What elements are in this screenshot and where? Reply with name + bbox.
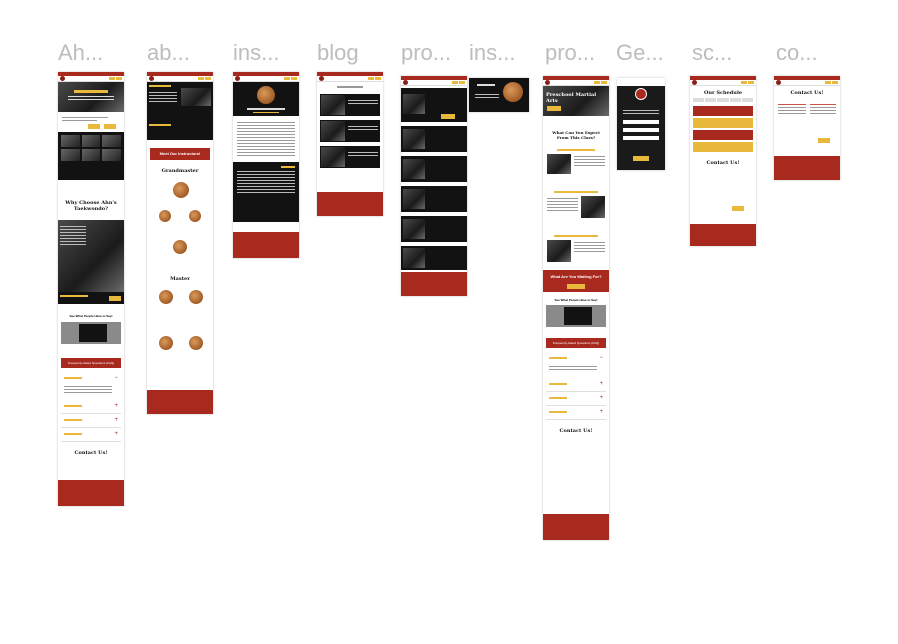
program-card[interactable]	[401, 126, 467, 152]
why-choose-heading: Why Choose Ahn's Taekwondo?	[65, 200, 117, 212]
faq-list: − + + +	[543, 348, 609, 424]
instructor-photo[interactable]	[173, 182, 189, 198]
site-footer	[690, 224, 756, 246]
faq-item[interactable]: +	[61, 400, 121, 414]
submit-button[interactable]	[633, 156, 649, 161]
site-footer	[58, 480, 124, 506]
frame-label-about[interactable]: ab...	[147, 40, 190, 65]
name-field[interactable]	[623, 120, 659, 124]
contact-heading: Contact Us!	[706, 160, 740, 166]
expect-section	[543, 149, 609, 262]
faq-item-open[interactable]: −	[61, 372, 121, 400]
waiting-cta: What Are You Waiting For?	[543, 270, 609, 292]
faq-item[interactable]: +	[546, 406, 606, 420]
faq-banner: Frequently Asked Questions (FAQ)	[61, 358, 121, 368]
frame-preschool[interactable]: Preschool Martial Arts What Can You Expe…	[543, 76, 609, 540]
faq-list: − + + +	[58, 368, 124, 446]
faq-item[interactable]: +	[61, 414, 121, 428]
program-card[interactable]	[401, 156, 467, 182]
program-card[interactable]	[401, 216, 467, 242]
frame-programs[interactable]	[401, 76, 467, 296]
frame-about[interactable]: Meet Our Instructors! Grandmaster Master	[147, 72, 213, 414]
faq-item-open[interactable]: −	[546, 352, 606, 378]
testimonial-carousel[interactable]	[546, 305, 606, 327]
logo-icon	[635, 88, 647, 100]
phone-field[interactable]	[623, 136, 659, 140]
preschool-hero: Preschool Martial Arts	[543, 86, 609, 116]
contact-heading: Contact Us!	[790, 90, 824, 96]
frame-blog[interactable]	[317, 72, 383, 216]
site-footer	[317, 192, 383, 216]
frame-label-blog[interactable]: blog	[317, 40, 359, 65]
program-card[interactable]	[401, 88, 467, 122]
program-card[interactable]	[401, 186, 467, 212]
instructor-photo[interactable]	[173, 240, 187, 254]
blog-card[interactable]	[320, 120, 380, 142]
frame-label-preschool[interactable]: pro...	[545, 40, 596, 65]
about-hero	[147, 82, 213, 140]
logo-icon	[60, 76, 65, 81]
frame-label-ahn[interactable]: Ah...	[58, 40, 104, 65]
frame-instructor[interactable]	[233, 72, 299, 258]
schedule-heading: Our Schedule	[703, 90, 743, 96]
blog-card[interactable]	[320, 146, 380, 168]
intro-section	[58, 112, 124, 132]
instructor-photo[interactable]	[159, 336, 173, 350]
frame-label-schedule[interactable]: sc...	[692, 40, 733, 65]
email-field[interactable]	[623, 128, 659, 132]
contact-heading: Contact Us!	[74, 450, 108, 456]
frame-contact[interactable]: Contact Us!	[774, 76, 840, 180]
schedule-tabs[interactable]	[690, 96, 756, 104]
master-heading: Master	[170, 276, 190, 282]
meet-instructors-banner: Meet Our Instructors!	[150, 148, 210, 160]
testimonials-heading: See What People Have to Say!	[554, 298, 598, 302]
schedule-list	[690, 106, 756, 152]
grandmaster-heading: Grandmaster	[161, 168, 199, 174]
faq-item[interactable]: +	[61, 428, 121, 442]
instructor-photo[interactable]	[189, 336, 203, 350]
program-grid	[58, 132, 124, 180]
frame-label-programs[interactable]: pro...	[401, 40, 452, 65]
instructor-hero	[233, 82, 299, 116]
site-nav	[58, 76, 124, 82]
faq-banner: Frequently Asked Questions (FAQ)	[546, 338, 606, 348]
testimonials-heading: See What People Have to Say!	[69, 314, 113, 318]
frame-ahn-home[interactable]: Why Choose Ahn's Taekwondo? See What Peo…	[58, 72, 124, 506]
site-header	[58, 72, 124, 76]
program-card[interactable]	[401, 246, 467, 270]
blog-title-bar	[317, 82, 383, 92]
faq-item[interactable]: +	[546, 392, 606, 406]
faq-item[interactable]: +	[546, 378, 606, 392]
instructor-photo[interactable]	[189, 290, 203, 304]
hero-image	[58, 82, 124, 112]
frame-schedule[interactable]: Our Schedule Contact Us!	[690, 76, 756, 246]
frame-instructors-popup[interactable]	[469, 78, 529, 112]
frame-label-instructors[interactable]: ins...	[469, 40, 516, 65]
frame-label-instructor[interactable]: ins...	[233, 40, 280, 65]
site-footer	[401, 272, 467, 296]
testimonial-carousel[interactable]	[61, 322, 121, 344]
contact-heading: Contact Us!	[559, 428, 593, 434]
why-choose-image	[58, 220, 124, 292]
what-expect-heading: What Can You Expect From This Class?	[552, 130, 600, 140]
send-button[interactable]	[818, 138, 830, 143]
instructor-photo[interactable]	[189, 210, 201, 222]
frame-label-contact[interactable]: co...	[776, 40, 818, 65]
frame-label-get[interactable]: Ge...	[616, 40, 664, 65]
instructor-highlights	[233, 162, 299, 222]
send-button[interactable]	[732, 206, 744, 211]
site-footer	[233, 232, 299, 258]
site-footer	[543, 514, 609, 540]
blog-card[interactable]	[320, 94, 380, 116]
instructor-photo[interactable]	[159, 210, 171, 222]
site-footer	[774, 156, 840, 180]
free-schedule-band	[58, 292, 124, 304]
frame-get-started[interactable]	[617, 78, 665, 170]
instructor-photo[interactable]	[159, 290, 173, 304]
instructor-bio	[233, 116, 299, 162]
site-footer	[147, 390, 213, 414]
